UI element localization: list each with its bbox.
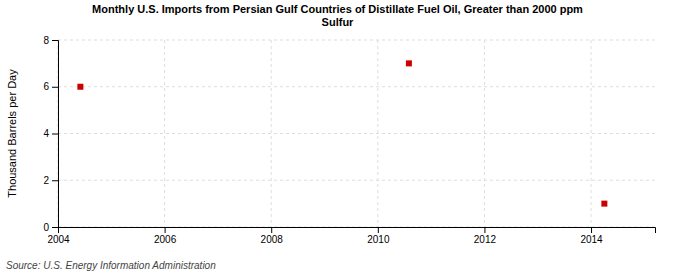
y-tick-mark: [52, 134, 58, 135]
x-tick-mark: [591, 227, 592, 233]
x-tick-label: 2008: [261, 234, 284, 245]
x-axis-line: [59, 228, 656, 234]
source: Source: U.S. Energy Information Administ…: [6, 260, 216, 271]
y-tick: 2: [43, 175, 58, 186]
x-axis: 2004 2006 2008 2010 2012 2014: [47, 227, 655, 245]
y-axis-label: Thousand Barrels per Day: [6, 69, 18, 198]
y-tick: 4: [43, 128, 58, 139]
x-tick: 2004: [47, 227, 70, 245]
y-tick-label: 8: [43, 35, 49, 46]
title: Monthly U.S. Imports from Persian Gulf C…: [92, 3, 583, 28]
x-tick-mark: [378, 227, 379, 233]
x-tick: 2006: [154, 227, 177, 245]
y-grid-line: [58, 40, 655, 41]
x-tick: 2010: [367, 227, 390, 245]
point: [406, 60, 412, 66]
x-tick-mark: [271, 227, 272, 233]
y-axis-line: [52, 41, 59, 228]
y-tick: 0: [43, 222, 58, 233]
title-line: Monthly U.S. Imports from Persian Gulf C…: [92, 3, 583, 15]
y-tick-mark: [52, 40, 58, 41]
x-tick-label: 2012: [474, 234, 497, 245]
y-grid-line: [58, 133, 655, 134]
x-tick: 2008: [261, 227, 284, 245]
point: [601, 201, 607, 207]
y-tick-mark: [52, 227, 58, 228]
y-axis: 0 2 4 6 8: [43, 35, 58, 233]
plot-area: 2004 2006 2008 2010 2012 2014 0 2 4 6 8: [43, 35, 655, 245]
y-tick-label: 2: [43, 175, 49, 186]
chart: 2004 2006 2008 2010 2012 2014 0 2 4 6 8 Thousand Ba…: [0, 0, 675, 275]
x-tick-mark: [165, 227, 166, 233]
y-grid-line: [58, 180, 655, 181]
x-grid-line: [591, 40, 592, 227]
y-tick-label: 0: [43, 222, 49, 233]
x-tick: 2014: [580, 227, 603, 245]
x-tick: 2012: [474, 227, 497, 245]
y-tick-label: 4: [43, 128, 49, 139]
x-tick-label: 2004: [47, 234, 70, 245]
y-grid-line: [58, 86, 655, 87]
points: [77, 60, 607, 206]
y-tick-mark: [52, 87, 58, 88]
point: [77, 84, 83, 90]
x-tick-label: 2010: [367, 234, 390, 245]
y-tick: 8: [43, 35, 58, 46]
grid: [58, 40, 655, 227]
x-grid-line: [164, 40, 165, 227]
x-tick-label: 2006: [154, 234, 177, 245]
x-tick-mark: [484, 227, 485, 233]
y-tick-label: 6: [43, 81, 49, 92]
y-tick-mark: [52, 180, 58, 181]
title-line: Sulfur: [322, 16, 354, 28]
x-tick-label: 2014: [580, 234, 603, 245]
y-tick: 6: [43, 81, 58, 92]
